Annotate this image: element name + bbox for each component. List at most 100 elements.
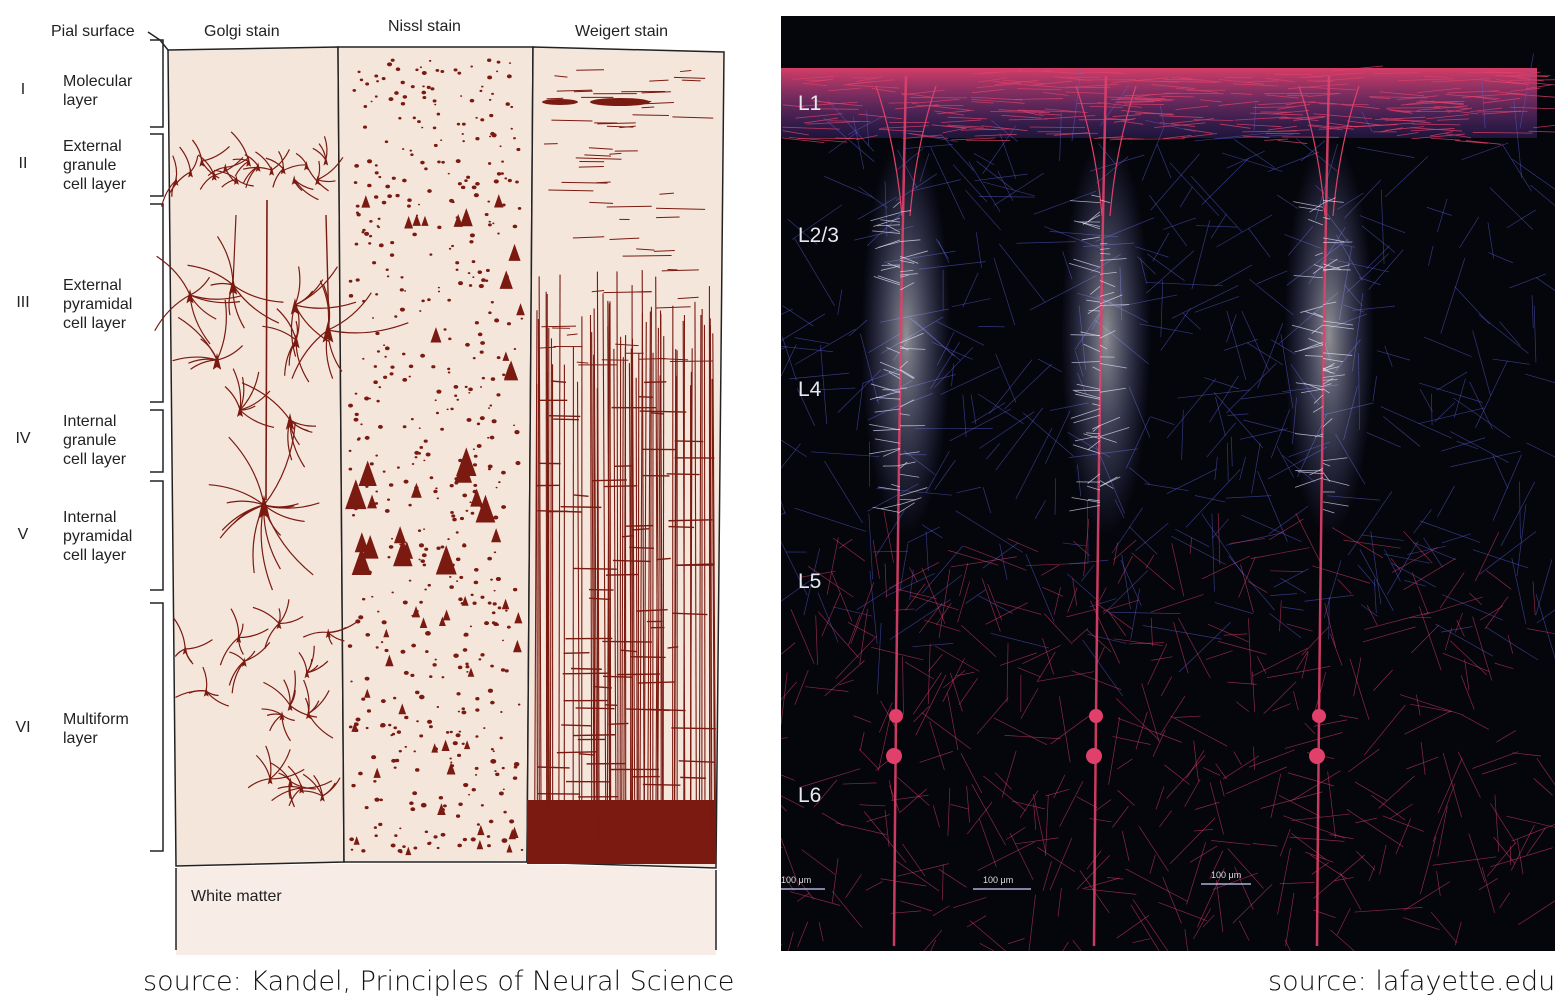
nissl-cell [487,436,490,439]
weigert-horizontal-fiber [575,157,622,160]
nissl-cell [496,70,499,73]
red-fiber [1252,671,1256,713]
column-branch [891,483,901,488]
blue-fiber [998,243,1046,303]
red-fiber [1464,659,1470,691]
nissl-cell [481,85,484,88]
weigert-horizontal-fiber [556,751,596,754]
red-fiber [958,678,978,705]
column-branch [1099,280,1116,288]
red-fiber [845,874,862,898]
column-branch [1092,403,1101,407]
column-branch [1301,388,1324,394]
blue-fiber [1436,371,1468,391]
blue-fiber [1487,222,1495,259]
nissl-cell [375,490,379,493]
blue-fiber [956,486,981,494]
l1-fiber [1043,115,1096,120]
nissl-cell [429,476,434,480]
l1-fiber [1111,77,1169,83]
column-branch [1082,222,1101,230]
red-fiber [910,595,959,611]
nissl-cell [355,204,360,208]
red-fiber [789,891,841,906]
l1-fiber [1159,115,1204,118]
l1-fiber [1233,83,1279,87]
l1-fiber [1236,123,1282,128]
nissl-cell [510,127,513,130]
nissl-cell [448,337,452,341]
blue-fiber [1248,227,1271,258]
weigert-horizontal-fiber [576,69,604,71]
nissl-cell [361,849,366,853]
l1-fiber [1341,104,1380,109]
l1-fiber [1160,80,1218,83]
red-fiber [1248,618,1252,685]
blue-fiber [1257,471,1288,542]
nissl-cell [480,804,484,807]
column-glow [1284,136,1374,536]
weigert-horizontal-fiber [636,248,655,251]
column-branch [1322,352,1353,356]
nissl-cell [423,528,426,530]
nissl-cell [355,619,361,624]
blue-fiber [1179,186,1193,208]
red-fiber [1196,868,1225,928]
column-branch [1293,201,1324,208]
nissl-cell [417,120,421,124]
nissl-cell [493,622,499,627]
l1-fiber [1410,128,1455,132]
blue-fiber [1492,454,1522,521]
l1-fiber [1506,93,1555,98]
blue-fiber [978,196,1035,198]
weigert-vertical-fiber [596,388,599,861]
blue-fiber [1251,442,1261,494]
nissl-cell [364,435,370,440]
nissl-cell [388,483,394,487]
l1-fiber [1159,122,1196,127]
nissl-cell [507,178,512,183]
l1-fiber [1423,76,1448,78]
column-branch [870,212,901,222]
red-fiber [1382,815,1425,832]
blue-fiber [1380,189,1385,265]
red-fiber [1186,749,1205,779]
nissl-cell [377,424,383,429]
nissl-pyramidal-cell [508,243,521,261]
nissl-cell [388,723,392,727]
nissl-cell [512,587,518,592]
nissl-cell [513,765,518,769]
cortical-column-render: L1 L2/3 L4 L5 L6 100 μm 100 μm 100 μm [781,16,1555,951]
weigert-horizontal-fiber [603,291,652,294]
red-fiber [1411,572,1429,614]
l1-fiber [1242,130,1297,133]
nissl-pyramidal-cell [510,826,519,838]
nissl-cell [451,244,454,248]
red-fiber [928,654,943,672]
red-fiber [1073,541,1090,556]
nissl-cell [429,253,433,256]
red-fiber [826,537,839,595]
golgi-dendrite [191,139,203,162]
red-fiber [932,805,940,828]
l1-fiber [1370,96,1391,100]
golgi-dendrite [276,308,297,341]
nissl-cell [499,736,503,740]
column-branch [1322,237,1345,243]
nissl-cell [353,507,358,511]
column-branch [1092,425,1101,430]
blue-fiber [789,372,850,380]
l1-fiber [895,104,939,110]
nissl-cell [422,563,427,567]
column-branch [899,250,928,260]
column-branch [1081,236,1101,241]
red-fiber [977,841,1035,871]
blue-fiber [1054,478,1057,515]
l1-fiber [971,88,1005,94]
nissl-cell [474,321,479,325]
blue-fiber [1423,336,1472,357]
golgi-dendrite [238,623,244,638]
nissl-pyramidal-cell [512,639,522,653]
red-fiber [1379,844,1387,875]
blue-fiber [1171,285,1239,319]
